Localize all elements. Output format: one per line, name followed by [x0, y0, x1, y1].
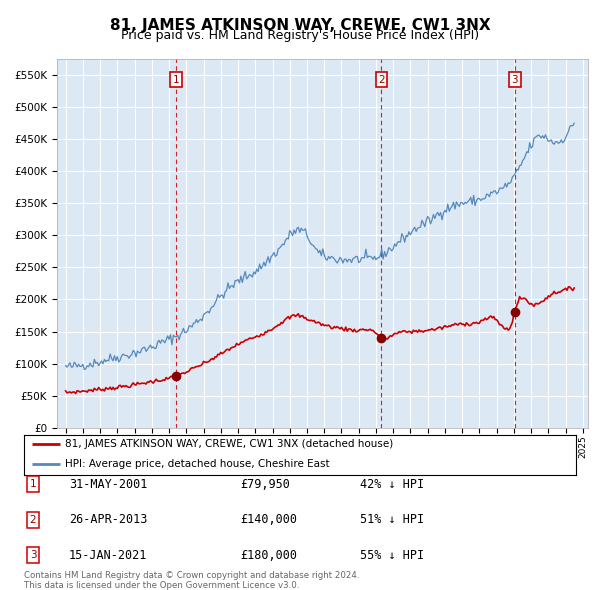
Text: 42% ↓ HPI: 42% ↓ HPI — [360, 478, 424, 491]
Text: 51% ↓ HPI: 51% ↓ HPI — [360, 513, 424, 526]
Text: 3: 3 — [29, 550, 37, 560]
Text: 1: 1 — [29, 479, 37, 489]
Text: Price paid vs. HM Land Registry's House Price Index (HPI): Price paid vs. HM Land Registry's House … — [121, 30, 479, 42]
Text: 81, JAMES ATKINSON WAY, CREWE, CW1 3NX: 81, JAMES ATKINSON WAY, CREWE, CW1 3NX — [110, 18, 490, 32]
Text: 26-APR-2013: 26-APR-2013 — [69, 513, 148, 526]
Text: 81, JAMES ATKINSON WAY, CREWE, CW1 3NX (detached house): 81, JAMES ATKINSON WAY, CREWE, CW1 3NX (… — [65, 439, 394, 449]
Text: 31-MAY-2001: 31-MAY-2001 — [69, 478, 148, 491]
Text: 1: 1 — [173, 74, 179, 84]
Text: £180,000: £180,000 — [240, 549, 297, 562]
Text: £79,950: £79,950 — [240, 478, 290, 491]
Text: This data is licensed under the Open Government Licence v3.0.: This data is licensed under the Open Gov… — [24, 581, 299, 589]
Text: Contains HM Land Registry data © Crown copyright and database right 2024.: Contains HM Land Registry data © Crown c… — [24, 571, 359, 580]
Text: 2: 2 — [29, 514, 37, 525]
Text: 15-JAN-2021: 15-JAN-2021 — [69, 549, 148, 562]
Text: HPI: Average price, detached house, Cheshire East: HPI: Average price, detached house, Ches… — [65, 459, 330, 469]
Text: 55% ↓ HPI: 55% ↓ HPI — [360, 549, 424, 562]
Text: 3: 3 — [511, 74, 518, 84]
Text: 2: 2 — [378, 74, 385, 84]
Text: £140,000: £140,000 — [240, 513, 297, 526]
